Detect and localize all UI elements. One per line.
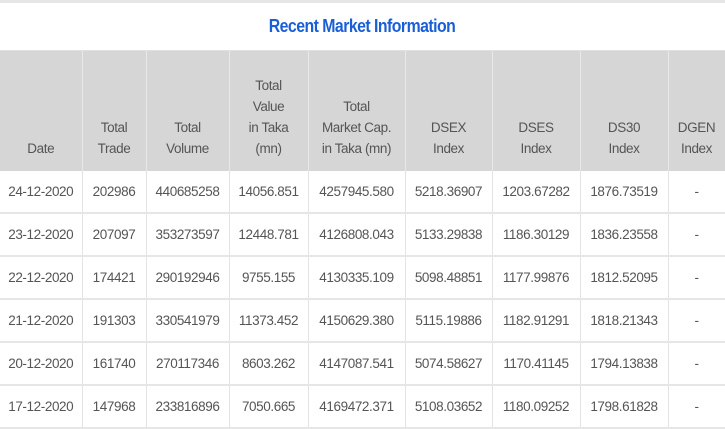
table-cell: - (668, 171, 725, 214)
table-cell: 5133.29838 (405, 213, 493, 257)
table-cell: - (668, 213, 725, 257)
table-cell: 4147087.541 (308, 342, 406, 386)
table-row: 22-12-2020 174421 290192946 9755.155 4130335… (0, 256, 725, 300)
table-cell: 1794.13838 (580, 342, 669, 386)
table-cell: 207097 (82, 213, 147, 257)
table-row: 24-12-2020 202986 440685258 14056.851 425794… (0, 171, 725, 214)
table-cell: 11373.452 (229, 299, 309, 343)
column-header-line: Market Cap. (321, 120, 392, 135)
table-cell: 4130335.109 (308, 256, 406, 300)
table-cell: 12448.781 (229, 213, 309, 257)
table-cell: 4150629.380 (308, 299, 406, 343)
table-cell: 5074.58627 (405, 342, 493, 386)
column-header-line: Total (100, 120, 128, 135)
table-row: 21-12-2020 191303 330541979 11373.452 415062… (0, 299, 725, 343)
table-cell: 17-12-2020 (0, 385, 83, 429)
table-cell: 330541979 (146, 299, 230, 343)
column-header: Total Market Cap. in Taka (mn) (308, 51, 406, 171)
table-cell: 290192946 (146, 256, 230, 300)
table-cell: 5218.36907 (405, 171, 493, 214)
table-cell: 8603.262 (229, 342, 309, 386)
table-cell: 4169472.371 (308, 385, 406, 429)
table-cell: 270117346 (146, 342, 230, 386)
table-cell: 22-12-2020 (0, 256, 83, 300)
column-header: DS30 Index (580, 51, 669, 171)
column-header-line: Index (520, 141, 552, 156)
column-header: DSEX Index (405, 51, 493, 171)
table-cell: 1177.99876 (492, 256, 581, 300)
table-cell: 1812.52095 (580, 256, 669, 300)
table-cell: 5098.48851 (405, 256, 493, 300)
column-header: Total Trade (82, 51, 147, 171)
column-header-line: in Taka (mn) (321, 141, 392, 156)
table-cell: 1836.23558 (580, 213, 669, 257)
column-header-line: in Taka (248, 120, 289, 135)
column-header: Date (0, 51, 83, 171)
column-header-line: Index (680, 141, 713, 156)
table-row: 20-12-2020 161740 270117346 8603.262 4147087… (0, 342, 725, 386)
column-header-line: Value (252, 99, 285, 114)
table-cell: 1203.67282 (492, 171, 581, 214)
column-header-line: DGEN (677, 120, 716, 135)
table-cell: 4126808.043 (308, 213, 406, 257)
column-header-line: DS30 (607, 120, 641, 135)
table-cell: 1876.73519 (580, 171, 669, 214)
table-header: Date Total Trade Total Volume Total Value in Ta… (0, 51, 725, 171)
table-cell: 161740 (82, 342, 147, 386)
column-header-line: Total (174, 120, 201, 135)
table-cell: 202986 (82, 171, 147, 214)
column-header-line: Date (27, 141, 55, 156)
column-header: Total Value in Taka (mn) (229, 51, 309, 171)
table-cell: 14056.851 (229, 171, 309, 214)
table-row: 23-12-2020 207097 353273597 12448.781 412680… (0, 213, 725, 257)
column-header-line: (mn) (255, 141, 282, 156)
table-cell: 5108.03652 (405, 385, 493, 429)
table-cell: 24-12-2020 (0, 171, 83, 214)
column-header: Total Volume (146, 51, 230, 171)
panel-title: Recent Market Information (269, 16, 456, 36)
table-cell: 1798.61828 (580, 385, 669, 429)
table-cell: 4257945.580 (308, 171, 406, 214)
table-cell: 7050.665 (229, 385, 309, 429)
table-cell: 191303 (82, 299, 147, 343)
table-cell: - (668, 299, 725, 343)
table-cell: 147968 (82, 385, 147, 429)
table-cell: 233816896 (146, 385, 230, 429)
table-cell: - (668, 342, 725, 386)
column-header-line: Total (255, 78, 282, 93)
panel-title-bar: Recent Market Information (0, 3, 725, 51)
market-table: Date Total Trade Total Volume Total Value in Ta… (0, 51, 725, 429)
column-header-line: DSEX (430, 120, 467, 135)
table-cell: 5115.19886 (405, 299, 493, 343)
table-cell: 23-12-2020 (0, 213, 83, 257)
table-row: 17-12-2020 147968 233816896 7050.665 4169472… (0, 385, 725, 429)
table-cell: - (668, 256, 725, 300)
column-header: DGEN Index (668, 51, 725, 171)
column-header-line: Trade (97, 141, 131, 156)
column-header-line: Index (608, 141, 640, 156)
table-cell: 20-12-2020 (0, 342, 83, 386)
table-cell: - (668, 385, 725, 429)
table-cell: 174421 (82, 256, 147, 300)
table-cell: 1182.91291 (492, 299, 581, 343)
table-cell: 440685258 (146, 171, 230, 214)
column-header-line: Volume (166, 141, 209, 156)
table-cell: 9755.155 (229, 256, 309, 300)
column-header-line: DSES (518, 120, 554, 135)
column-header: DSES Index (492, 51, 581, 171)
column-header-line: Index (432, 141, 465, 156)
table-cell: 1170.41145 (492, 342, 581, 386)
table-cell: 1818.21343 (580, 299, 669, 343)
table-cell: 21-12-2020 (0, 299, 83, 343)
table-cell: 1180.09252 (492, 385, 581, 429)
table-cell: 353273597 (146, 213, 230, 257)
table-cell: 1186.30129 (492, 213, 581, 257)
column-header-line: Total (343, 99, 370, 114)
